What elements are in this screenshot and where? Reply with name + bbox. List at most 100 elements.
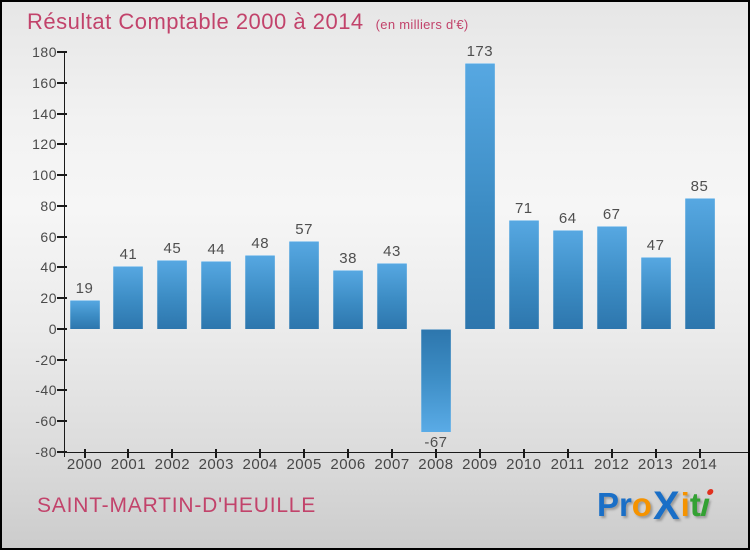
bar-value-label: 45 bbox=[163, 239, 182, 257]
x-tick bbox=[698, 449, 701, 458]
x-tick bbox=[566, 449, 569, 458]
bar bbox=[333, 270, 364, 329]
y-tick-label: 20 bbox=[40, 290, 57, 307]
logo-letter: i bbox=[680, 486, 690, 523]
x-tick-label: 2013 bbox=[637, 456, 674, 473]
x-tick bbox=[127, 449, 130, 458]
bar bbox=[684, 198, 715, 329]
bar bbox=[552, 230, 583, 329]
y-tick-label: -20 bbox=[35, 351, 57, 368]
x-tick bbox=[654, 449, 657, 458]
bar bbox=[69, 299, 100, 329]
bar-value-label: 43 bbox=[383, 242, 401, 260]
bar-value-label: 67 bbox=[602, 205, 621, 223]
x-tick bbox=[303, 449, 306, 458]
y-tick-label: -80 bbox=[35, 444, 57, 460]
x-tick bbox=[391, 449, 393, 458]
bar bbox=[289, 241, 320, 329]
y-tick bbox=[57, 266, 67, 269]
y-tick bbox=[57, 327, 67, 330]
y-tick bbox=[57, 451, 67, 453]
bar-value-label: 48 bbox=[251, 235, 270, 253]
y-tick-label: 0 bbox=[48, 320, 57, 337]
bar-value-label: 173 bbox=[466, 42, 494, 60]
x-axis-line bbox=[60, 452, 748, 453]
x-tick-label: 2003 bbox=[198, 456, 234, 473]
y-axis-line bbox=[64, 52, 65, 457]
y-tick bbox=[57, 81, 67, 84]
logo-letter: o bbox=[631, 486, 652, 523]
y-tick bbox=[57, 204, 67, 207]
y-tick-label: -40 bbox=[35, 382, 57, 399]
x-tick bbox=[434, 449, 437, 458]
y-tick-label: 180 bbox=[32, 44, 57, 60]
bar bbox=[377, 262, 407, 329]
y-tick bbox=[57, 51, 67, 53]
x-tick bbox=[610, 449, 613, 458]
x-tick bbox=[215, 449, 218, 458]
y-tick bbox=[57, 389, 67, 392]
logo-letter-dot bbox=[706, 489, 714, 495]
x-tick-label: 2009 bbox=[462, 456, 498, 473]
bar-value-label: 47 bbox=[646, 236, 665, 254]
y-tick-label: 120 bbox=[32, 136, 57, 153]
x-tick-label: 2001 bbox=[110, 456, 147, 473]
y-tick bbox=[57, 143, 67, 146]
y-tick-label: 160 bbox=[32, 74, 57, 91]
x-tick bbox=[171, 449, 174, 458]
x-tick-label: 2011 bbox=[550, 456, 585, 473]
logo-letter: r bbox=[618, 486, 632, 523]
y-tick-label: 40 bbox=[40, 259, 57, 276]
x-tick-label: 2012 bbox=[593, 456, 630, 473]
bar-value-label: 85 bbox=[690, 178, 709, 196]
x-tick bbox=[259, 449, 262, 458]
bar-value-label: 64 bbox=[558, 210, 577, 228]
logo-letter: X bbox=[652, 484, 680, 528]
bar bbox=[596, 225, 627, 329]
x-tick-label: 2014 bbox=[681, 456, 718, 473]
commune-name: SAINT-MARTIN-D'HEUILLE bbox=[37, 494, 317, 517]
chart-subtitle: (en milliers d'€) bbox=[375, 17, 469, 32]
x-tick-label: 2006 bbox=[330, 456, 366, 473]
bar bbox=[508, 219, 539, 329]
x-tick-label: 2007 bbox=[374, 456, 410, 473]
x-tick bbox=[83, 449, 86, 458]
y-tick-label: 140 bbox=[32, 105, 57, 122]
bar bbox=[464, 62, 495, 329]
bar bbox=[640, 256, 671, 329]
x-tick-label: 2002 bbox=[154, 456, 191, 473]
y-tick bbox=[57, 420, 67, 423]
bar bbox=[245, 255, 276, 329]
x-tick-label: 2004 bbox=[242, 456, 278, 473]
bar-value-label: 41 bbox=[119, 245, 138, 263]
y-tick-label: -60 bbox=[35, 413, 57, 430]
y-tick-label: 100 bbox=[32, 167, 57, 184]
y-tick bbox=[57, 174, 67, 177]
x-tick-label: 2005 bbox=[286, 456, 322, 473]
proxiti-logo[interactable]: ProXitı bbox=[596, 484, 715, 528]
x-tick bbox=[347, 449, 350, 458]
y-tick bbox=[57, 112, 67, 115]
logo-letter: P bbox=[596, 486, 619, 523]
y-tick bbox=[57, 358, 67, 361]
bar bbox=[420, 328, 451, 432]
y-tick-label: 80 bbox=[40, 197, 57, 214]
x-tick bbox=[522, 449, 525, 458]
bar-value-label: 19 bbox=[75, 279, 94, 297]
bar-value-label: 38 bbox=[339, 250, 357, 268]
x-tick-label: 2010 bbox=[506, 456, 542, 473]
y-tick bbox=[57, 235, 67, 238]
x-tick bbox=[478, 449, 481, 458]
x-tick-label: 2008 bbox=[418, 456, 454, 473]
x-tick-label: 2000 bbox=[66, 456, 103, 473]
logo-letter: t bbox=[689, 486, 701, 523]
y-tick bbox=[57, 297, 67, 300]
bar bbox=[201, 261, 232, 329]
bar-value-label: 44 bbox=[207, 241, 226, 259]
bar-value-label: 57 bbox=[295, 221, 313, 239]
chart-header: Résultat Comptable 2000 à 2014 (en milli… bbox=[27, 9, 469, 35]
bar bbox=[113, 265, 144, 329]
chart-title: Résultat Comptable 2000 à 2014 bbox=[27, 9, 364, 34]
